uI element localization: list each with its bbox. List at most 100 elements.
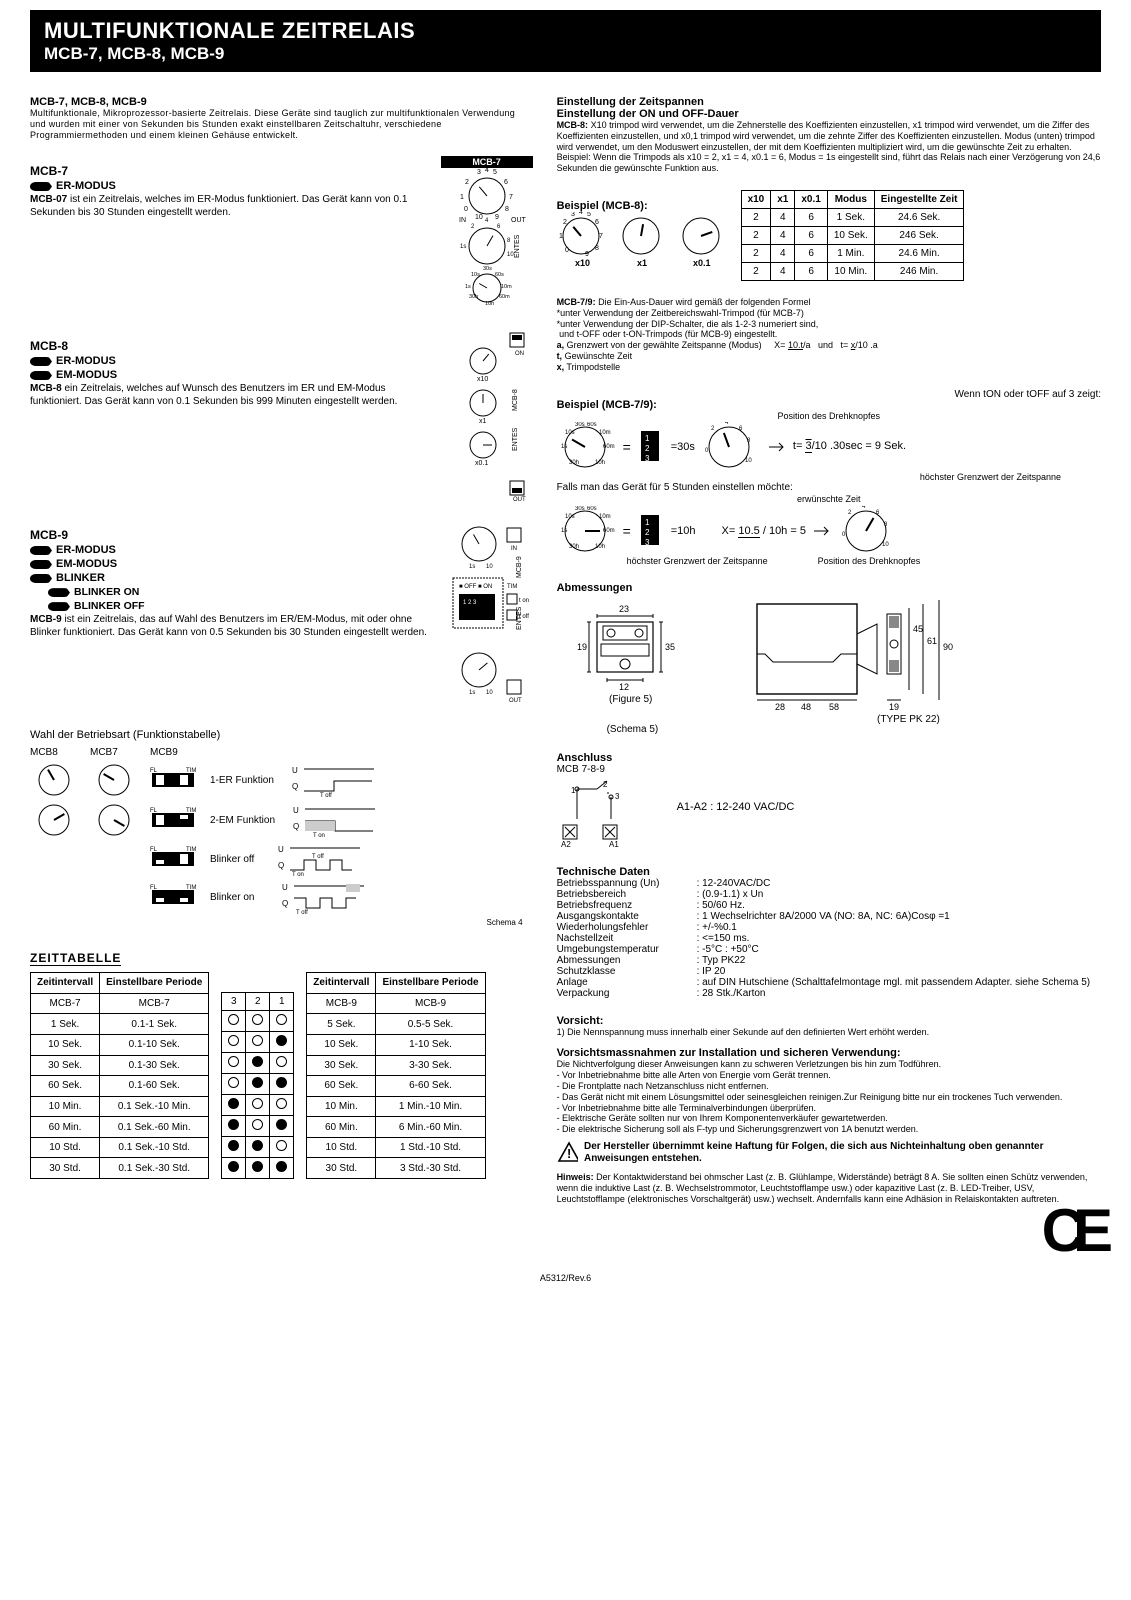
label: erwünschte Zeit xyxy=(557,494,1101,505)
svg-text:6: 6 xyxy=(504,179,508,186)
zeittab-dip: 321 xyxy=(221,992,294,1179)
svg-text:Q: Q xyxy=(293,822,299,831)
svg-text:1: 1 xyxy=(460,194,464,201)
svg-text:60s: 60s xyxy=(587,422,597,428)
mcb79-body: MCB-7/9: Die Ein-Aus-Dauer wird gemäß de… xyxy=(557,297,1101,340)
svg-text:10: 10 xyxy=(882,542,889,548)
svg-text:30h: 30h xyxy=(569,544,579,550)
v-line: - Die Frontplatte nach Netzanschluss nic… xyxy=(557,1081,1101,1092)
svg-text:0: 0 xyxy=(842,532,846,538)
beispiel-mcb8-head: Beispiel (MCB-8): xyxy=(557,200,727,212)
mode-icon xyxy=(30,574,52,583)
svg-text:8: 8 xyxy=(507,238,511,244)
dim-front: 23 19 35 12 (Figure 5) xyxy=(557,594,707,704)
function-table: FLTIM 1-ER Funktion UQT off FLTIM 2-EM F… xyxy=(30,762,533,927)
svg-text:4: 4 xyxy=(485,218,489,224)
mcb9-mode-er: ER-MODUS xyxy=(56,544,116,556)
svg-text:2: 2 xyxy=(465,179,469,186)
v-line: - Vor Inbetriebnahme bitte alle Terminal… xyxy=(557,1103,1101,1114)
svg-text:10h: 10h xyxy=(595,544,605,550)
label: Position des Drehknopfes xyxy=(557,411,1101,422)
svg-text:6: 6 xyxy=(497,224,501,230)
svg-text:ENTES: ENTES xyxy=(514,235,521,259)
svg-text:45: 45 xyxy=(913,624,923,634)
lbl: MCB8 xyxy=(30,747,80,758)
header-subtitle: MCB-7, MCB-8, MCB-9 xyxy=(44,44,1087,64)
svg-text:2: 2 xyxy=(848,510,852,516)
svg-text:3: 3 xyxy=(615,792,620,801)
mcb7-desc: MCB-07 MCB-07 ist ein Zeitrelais, welche… xyxy=(30,194,421,219)
svg-text:2: 2 xyxy=(563,219,567,226)
svg-text:U: U xyxy=(278,845,284,854)
svg-text:3: 3 xyxy=(645,538,650,547)
mcb8-mode-em: EM-MODUS xyxy=(56,369,117,381)
svg-text:T on: T on xyxy=(313,833,325,837)
svg-text:1s: 1s xyxy=(469,690,475,696)
label: MCB 7-8-9 xyxy=(557,764,657,777)
intro-heading: MCB-7, MCB-8, MCB-9 xyxy=(30,96,533,108)
footer: A5312/Rev.6 xyxy=(30,1273,1101,1283)
svg-text:Q: Q xyxy=(278,861,284,870)
svg-text:30s: 30s xyxy=(483,266,492,272)
svg-text:1: 1 xyxy=(645,518,650,527)
svg-text:10h: 10h xyxy=(595,460,605,466)
example-row-1: 1s10s30s60s10m60m10h30h = 123 =30s 24681… xyxy=(557,422,1101,472)
svg-text:12: 12 xyxy=(619,682,629,692)
svg-text:6: 6 xyxy=(876,510,880,516)
svg-text:IN: IN xyxy=(459,217,466,224)
v-line: - Vor Inbetriebnahme bitte alle Arten vo… xyxy=(557,1070,1101,1081)
t-line: t, Gewünschte Zeit xyxy=(557,351,1101,362)
svg-text:7: 7 xyxy=(599,233,603,240)
svg-text:4: 4 xyxy=(485,168,489,174)
mcb7-mode-er: ER-MODUS xyxy=(56,180,116,192)
svg-text:10m: 10m xyxy=(599,514,611,520)
ex79-sub: Wenn tON oder tOFF auf 3 zeigt: xyxy=(954,389,1101,411)
svg-text:T off: T off xyxy=(312,854,324,860)
svg-text:Q: Q xyxy=(292,782,298,791)
svg-text:23: 23 xyxy=(619,604,629,614)
mcb9-blinker-on: BLINKER ON xyxy=(74,586,139,598)
einstell-h2: Einstellung der ON und OFF-Dauer xyxy=(557,108,1101,120)
hinweis: Hinweis: Der Kontaktwiderstand bei ohmsc… xyxy=(557,1172,1101,1204)
mcb8-diagram: ON x10 x1 x0.1 MCB-8 ENTES OUT xyxy=(455,331,533,504)
svg-text:30h: 30h xyxy=(569,460,579,466)
beispiel-table: x10x1x0.1ModusEingestellte Zeit 2461 Sek… xyxy=(741,190,965,281)
svg-text:T off: T off xyxy=(296,910,308,914)
lbl: MCB7 xyxy=(90,747,140,758)
svg-text:30s: 30s xyxy=(575,506,585,512)
svg-text:61: 61 xyxy=(927,636,937,646)
svg-text:1: 1 xyxy=(559,233,563,240)
tech-heading: Technische Daten xyxy=(557,866,1101,878)
svg-text:60s: 60s xyxy=(495,272,504,278)
svg-text:2: 2 xyxy=(645,444,650,453)
svg-text:FL: FL xyxy=(150,768,158,774)
svg-text:5: 5 xyxy=(493,169,497,176)
svg-text:0: 0 xyxy=(464,206,468,213)
ex79-head: Beispiel (MCB-7/9): xyxy=(557,399,657,411)
svg-text:MCB-9: MCB-9 xyxy=(516,557,523,579)
svg-text:1 2 3: 1 2 3 xyxy=(463,600,477,606)
x-line: x, Trimpodstelle xyxy=(557,362,1101,373)
svg-text:1s: 1s xyxy=(561,444,567,450)
svg-text:5: 5 xyxy=(587,212,591,218)
label: höchster Grenzwert der Zeitspanne xyxy=(920,472,1061,482)
vorsicht-heading: Vorsicht: xyxy=(557,1015,1101,1027)
svg-text:9: 9 xyxy=(495,214,499,221)
mode-icon xyxy=(30,371,52,380)
falls-text: Falls man das Gerät für 5 Stunden einste… xyxy=(557,482,1101,495)
svg-text:TIM: TIM xyxy=(507,584,517,590)
svg-text:8: 8 xyxy=(505,206,509,213)
zeittab-heading: ZEITTABELLE xyxy=(30,951,121,966)
svg-text:ENTES: ENTES xyxy=(516,607,523,631)
warning-icon: ! xyxy=(557,1141,578,1163)
mode-icon xyxy=(30,357,52,366)
v-line: Die Nichtverfolgung dieser Anweisungen k… xyxy=(557,1059,1101,1070)
svg-text:30h: 30h xyxy=(469,294,478,300)
svg-text:7: 7 xyxy=(509,194,513,201)
mcb8-desc: MCB-8 ein Zeitrelais, welches auf Wunsch… xyxy=(30,383,435,408)
svg-text:4: 4 xyxy=(725,422,729,426)
svg-text:x1: x1 xyxy=(637,258,647,268)
svg-text:0: 0 xyxy=(565,247,569,254)
vorsicht-h2: Vorsichtsmassnahmen zur Installation und… xyxy=(557,1047,1101,1059)
svg-text:8: 8 xyxy=(747,438,751,444)
